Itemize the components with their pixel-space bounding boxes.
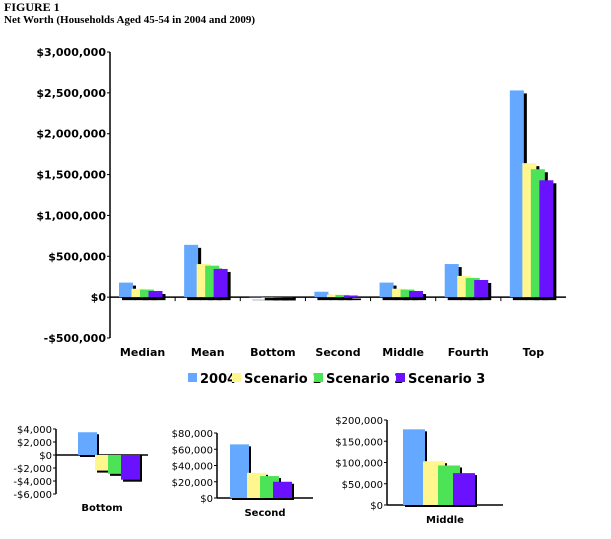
bar-scenario-2: [270, 297, 285, 298]
figure-label: FIGURE 1: [4, 0, 60, 14]
bar-2004: [444, 264, 459, 298]
bar-2004: [119, 282, 133, 298]
y-tick-label: $200,000: [335, 416, 383, 427]
bar-scenario-1: [392, 288, 407, 298]
y-tick-label: $20,000: [172, 478, 213, 489]
x-category-label: Median: [120, 346, 165, 359]
bar-scenario-2: [335, 294, 350, 298]
y-tick-label: $4,000: [17, 425, 52, 436]
y-tick-label: -$500,000: [44, 332, 107, 345]
x-category-label: Middle: [426, 515, 464, 526]
figure-subtitle: Net Worth (Households Aged 45-54 in 2004…: [4, 14, 255, 26]
bar-scenario-3: [409, 291, 424, 298]
legend-swatch: [396, 373, 405, 382]
bar-scenario-3: [474, 279, 489, 298]
y-tick-label: $2,500,000: [36, 87, 106, 100]
y-tick-label: $50,000: [342, 480, 383, 491]
bar-2004: [314, 291, 329, 298]
y-tick-label: $2,000: [17, 438, 52, 449]
bar-2004: [379, 282, 394, 298]
bar-scenario-3: [343, 295, 358, 298]
x-category-label: Middle: [382, 346, 424, 359]
y-tick-label: $150,000: [335, 437, 383, 448]
bar-shadow: [346, 298, 361, 301]
x-category-label: Fourth: [448, 346, 489, 359]
y-tick-label: $60,000: [172, 445, 213, 456]
legend-label: Scenario 3: [408, 372, 485, 387]
y-tick-label: -$6,000: [13, 490, 52, 501]
bar-2004: [509, 90, 524, 298]
legend-swatch: [188, 373, 197, 382]
bar-shadow: [329, 297, 344, 301]
y-tick-label: $1,000,000: [36, 209, 106, 222]
y-tick-label: $1,500,000: [36, 169, 106, 182]
bar-shadow: [273, 297, 288, 301]
bar-scenario-3: [278, 297, 293, 298]
x-category-label: Mean: [191, 346, 225, 359]
y-tick-label: -$2,000: [13, 464, 52, 475]
y-tick-label: -$4,000: [13, 477, 52, 488]
bar-scenario-3: [213, 268, 228, 298]
x-category-label: Bottom: [81, 503, 122, 514]
x-category-label: Second: [244, 508, 285, 519]
bar-scenario-2: [400, 289, 415, 298]
y-tick-label: $3,000,000: [36, 46, 106, 59]
bar-scenario-1: [131, 288, 146, 298]
bar-scenario-2: [140, 289, 154, 298]
y-tick-label: $2,000,000: [36, 128, 106, 141]
bar-scenario-1: [326, 294, 341, 298]
bar-2004: [403, 429, 425, 505]
y-tick-label: $0: [39, 451, 52, 462]
bar-2004: [184, 244, 199, 298]
bar-scenario-3: [539, 180, 554, 298]
y-tick-label: $80,000: [172, 429, 213, 440]
y-tick-label: $0: [200, 494, 213, 505]
y-tick-label: $0: [370, 501, 383, 512]
bar-scenario-1: [261, 297, 276, 298]
legend-label: Scenario 1: [244, 372, 321, 387]
bar-shadow: [338, 297, 353, 301]
bar-shadow: [281, 297, 296, 301]
bar-2004: [249, 296, 264, 298]
y-tick-label: $500,000: [48, 250, 106, 263]
bar-scenario-3: [273, 481, 292, 498]
bar-shadow: [317, 294, 332, 301]
bar-shadow: [264, 297, 279, 301]
legend-label: Scenario 2: [326, 372, 403, 387]
bar-scenario-3: [453, 473, 475, 505]
bar-scenario-3: [148, 291, 163, 298]
bar-2004: [78, 432, 97, 455]
legend-swatch: [232, 373, 241, 382]
bar-2004: [230, 444, 249, 498]
bar-scenario-3: [121, 455, 140, 480]
y-tick-label: $100,000: [335, 459, 383, 470]
y-tick-label: $0: [91, 291, 107, 304]
x-category-label: Second: [315, 346, 360, 359]
x-category-label: Top: [523, 346, 545, 359]
y-tick-label: $40,000: [172, 462, 213, 473]
x-category-label: Bottom: [250, 346, 295, 359]
legend-label: 2004: [200, 372, 236, 387]
legend-swatch: [314, 373, 323, 382]
